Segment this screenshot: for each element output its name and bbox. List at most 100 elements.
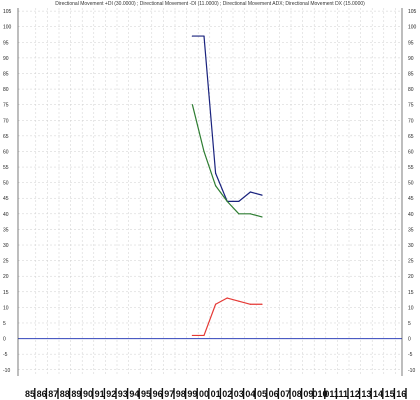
series-point-1 bbox=[215, 172, 217, 174]
y-tick-label-right: 100 bbox=[408, 25, 417, 31]
y-tick-label-left: 10 bbox=[3, 305, 9, 311]
y-tick-label-right: 60 bbox=[408, 149, 414, 155]
x-tick-label: 06 bbox=[269, 389, 279, 399]
series-point-1 bbox=[203, 35, 205, 37]
x-tick-label: 16 bbox=[396, 389, 406, 399]
x-tick-label: 03 bbox=[234, 389, 244, 399]
series-point-3 bbox=[249, 303, 251, 305]
x-tick-label: 99 bbox=[187, 389, 197, 399]
series-point-3 bbox=[203, 334, 205, 337]
y-tick-label-right: 15 bbox=[408, 290, 414, 296]
series-point-3 bbox=[215, 303, 217, 305]
y-tick-labels-left: -10 -5 0 5 10 15 20 25 30 35 40 45 50 55 60 65 70 75 80 85 9… bbox=[3, 9, 12, 374]
x-tick-label: 011 bbox=[324, 389, 339, 399]
series-point-2 bbox=[238, 213, 240, 215]
series-line-3 bbox=[192, 297, 262, 337]
y-tick-label-left: 55 bbox=[3, 165, 9, 171]
y-tick-label-left: 50 bbox=[3, 181, 9, 187]
y-tick-label-right: 40 bbox=[408, 212, 414, 218]
series-point-2 bbox=[215, 185, 217, 187]
y-tick-label-right: 85 bbox=[408, 71, 414, 77]
series-point-3 bbox=[238, 300, 240, 302]
y-tick-label-right: 0 bbox=[408, 337, 411, 343]
y-tick-label-right: 30 bbox=[408, 243, 414, 249]
series-point-1 bbox=[261, 194, 263, 196]
grid bbox=[18, 8, 402, 376]
series-point-2 bbox=[226, 200, 228, 202]
series-point-1 bbox=[249, 191, 251, 193]
x-tick-label: 00 bbox=[199, 389, 209, 399]
x-tick-label: 93 bbox=[118, 389, 128, 399]
y-tick-label-right: 75 bbox=[408, 103, 414, 109]
y-tick-label-left: 85 bbox=[3, 71, 9, 77]
y-tick-label-left: -10 bbox=[3, 368, 10, 374]
x-tick-label: 02 bbox=[222, 389, 232, 399]
y-tick-label-right: 105 bbox=[408, 9, 417, 15]
y-tick-label-left: 65 bbox=[3, 134, 9, 140]
series-line-1 bbox=[192, 35, 263, 202]
y-tick-label-left: 100 bbox=[3, 25, 12, 31]
x-tick-label: 94 bbox=[129, 389, 139, 399]
y-tick-label-left: 25 bbox=[3, 259, 9, 265]
y-tick-label-left: 60 bbox=[3, 149, 9, 155]
x-tick-label: 04 bbox=[245, 389, 255, 399]
x-tick-label: 88 bbox=[60, 389, 70, 399]
y-tick-label-right: 90 bbox=[408, 56, 414, 62]
y-tick-label-right: -10 bbox=[408, 368, 415, 374]
y-tick-label-right: 10 bbox=[408, 305, 414, 311]
series-point-2 bbox=[203, 150, 205, 153]
x-tick-label: 87 bbox=[48, 389, 58, 399]
x-tick-label: 08 bbox=[292, 389, 302, 399]
y-tick-label-left: 95 bbox=[3, 40, 9, 46]
y-tick-label-right: 5 bbox=[408, 321, 411, 327]
y-tick-label-left: -5 bbox=[3, 352, 8, 358]
y-tick-label-right: 95 bbox=[408, 40, 414, 46]
series-point-3 bbox=[191, 334, 193, 337]
x-tick-label: 97 bbox=[164, 389, 174, 399]
y-tick-label-left: 0 bbox=[3, 337, 6, 343]
y-tick-label-left: 105 bbox=[3, 9, 12, 15]
x-tick-label: 09 bbox=[303, 389, 313, 399]
y-tick-label-right: -5 bbox=[408, 352, 413, 358]
x-tick-label: 86 bbox=[37, 389, 47, 399]
series-point-1 bbox=[238, 200, 240, 202]
series-point-2 bbox=[191, 104, 193, 106]
y-tick-label-left: 5 bbox=[3, 321, 6, 327]
x-tick-label: 15 bbox=[385, 389, 395, 399]
chart-title: Directional Movement +DI (30.0000) ; Dir… bbox=[55, 1, 365, 7]
y-tick-label-left: 40 bbox=[3, 212, 9, 218]
y-tick-labels-right: -10 -5 0 5 10 15 20 25 30 35 40 45 50 55 60 65 70 75 80 85 9… bbox=[408, 9, 417, 374]
x-tick-label: 89 bbox=[71, 389, 81, 399]
y-tick-label-left: 45 bbox=[3, 196, 9, 202]
y-tick-label-left: 80 bbox=[3, 87, 9, 93]
y-tick-label-right: 80 bbox=[408, 87, 414, 93]
y-tick-label-left: 20 bbox=[3, 274, 9, 280]
x-tick-label: 11 bbox=[338, 389, 348, 399]
y-tick-label-left: 30 bbox=[3, 243, 9, 249]
y-tick-label-right: 45 bbox=[408, 196, 414, 202]
y-tick-label-right: 20 bbox=[408, 274, 414, 280]
x-tick-labels: 85 86 87 88 89 90 91 92 93 94 95 96 97 98 99 00 01 02 03 04… bbox=[25, 388, 407, 399]
x-tick-label: 95 bbox=[141, 389, 151, 399]
series-point-3 bbox=[261, 303, 263, 305]
x-tick-label: 12 bbox=[350, 389, 360, 399]
series-lines bbox=[191, 35, 263, 337]
series-point-2 bbox=[261, 216, 263, 218]
x-tick-label: 010 bbox=[312, 389, 327, 399]
y-tick-label-right: 50 bbox=[408, 181, 414, 187]
y-tick-label-left: 75 bbox=[3, 103, 9, 109]
x-tick-label: 85 bbox=[25, 389, 35, 399]
y-tick-label-right: 55 bbox=[408, 165, 414, 171]
series-point-3 bbox=[226, 297, 228, 299]
series-point-1 bbox=[191, 35, 193, 37]
x-tick-label: 14 bbox=[373, 389, 383, 399]
y-tick-label-left: 90 bbox=[3, 56, 9, 62]
y-tick-label-right: 35 bbox=[408, 227, 414, 233]
y-tick-label-right: 25 bbox=[408, 259, 414, 265]
x-tick-label: 05 bbox=[257, 389, 267, 399]
x-tick-label: 92 bbox=[106, 389, 116, 399]
series-point-2 bbox=[249, 213, 251, 215]
y-tick-label-right: 65 bbox=[408, 134, 414, 140]
x-tick-label: 01 bbox=[211, 389, 221, 399]
